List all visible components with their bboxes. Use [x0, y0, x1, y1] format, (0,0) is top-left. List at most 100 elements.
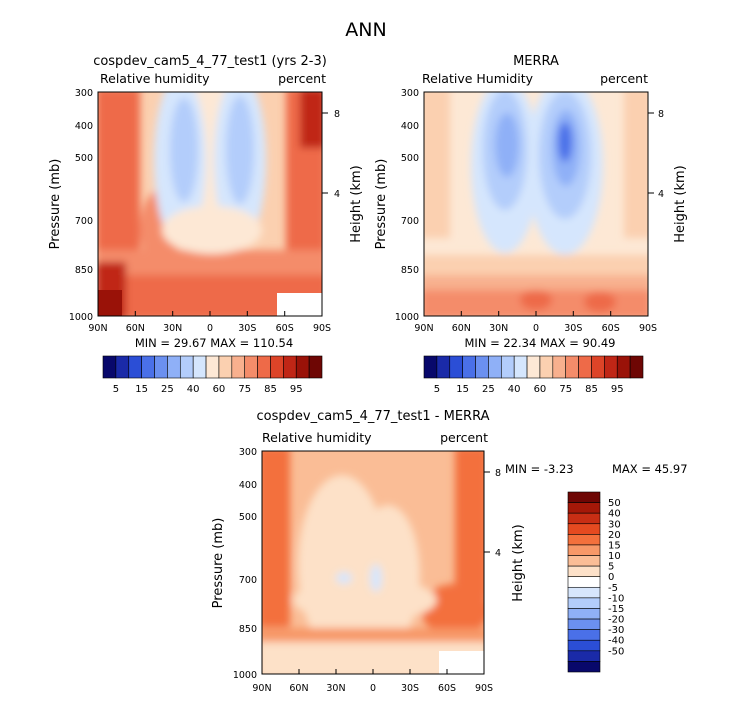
colorbar-swatch	[567, 661, 601, 673]
y-tick-label: 1000	[395, 312, 419, 323]
y-tick-label: 700	[75, 216, 93, 227]
colorbar-swatch	[567, 576, 601, 588]
colorbar-label: 40	[508, 384, 521, 395]
colorbar-swatch	[567, 597, 601, 609]
x-tick-label: 30N	[326, 683, 345, 694]
colorbar-swatch	[526, 355, 541, 379]
colorbar-swatch	[283, 355, 297, 379]
colorbar: 5 15 25 40 60 75 85 95	[423, 355, 644, 395]
y-tick-label: 500	[401, 153, 419, 164]
contour-field	[424, 92, 648, 316]
y-tick-label: 850	[401, 265, 419, 276]
x-tick-label: 90N	[414, 323, 433, 334]
colorbar-swatch	[115, 355, 130, 379]
colorbar-swatch	[423, 355, 438, 379]
colorbar-label: 40	[187, 384, 200, 395]
units-label: percent	[600, 71, 648, 86]
x-tick-label: 60N	[289, 683, 308, 694]
colorbar-label: 15	[135, 384, 148, 395]
colorbar-swatch	[128, 355, 142, 379]
y-tick-label: 500	[75, 153, 93, 164]
colorbar-swatch	[591, 355, 605, 379]
colorbar-label: 40	[608, 509, 621, 520]
colorbar-label: -50	[608, 646, 624, 657]
colorbar-swatch	[449, 355, 463, 379]
x-tick-label: 90N	[252, 683, 271, 694]
colorbar-swatch	[102, 355, 117, 379]
colorbar-label: -15	[608, 604, 624, 615]
colorbar-label: 30	[608, 519, 621, 530]
colorbar-swatch	[567, 534, 601, 546]
x-tick-label: 30S	[238, 323, 256, 334]
colorbar-swatch	[567, 639, 601, 652]
x-axis: 90N 60N 30N 0 30S 60S 90S	[252, 669, 493, 694]
variable-label: Relative Humidity	[422, 71, 534, 86]
y-tick-label: 300	[75, 88, 93, 99]
height-axis: 8 4 Height (km)	[648, 109, 688, 243]
units-label: percent	[440, 430, 488, 445]
colorbar-swatch	[604, 355, 618, 379]
panel-title: cospdev_cam5_4_77_test1 - MERRA	[257, 409, 490, 424]
y-tick-label: 700	[401, 216, 419, 227]
y-tick-label: 1000	[233, 670, 257, 681]
colorbar-swatch	[567, 544, 601, 556]
stats-label: MIN = 22.34 MAX = 90.49	[465, 336, 616, 350]
x-tick-label: 30N	[489, 323, 508, 334]
y-tick-label: 300	[401, 88, 419, 99]
colorbar-swatch	[567, 565, 601, 578]
colorbar-swatch	[552, 355, 567, 379]
colorbar-swatch	[629, 355, 644, 379]
colorbar-label: 5	[608, 562, 614, 573]
y-tick-label: 850	[75, 265, 93, 276]
contour-field	[98, 92, 322, 316]
contour-field	[262, 451, 484, 674]
y-tick-label: 1000	[69, 312, 93, 323]
y-tick-label: 300	[239, 447, 257, 458]
x-tick-label: 30N	[163, 323, 182, 334]
colorbar-label: 75	[238, 384, 251, 395]
y-axis-title: Pressure (mb)	[48, 159, 63, 250]
x-tick-label: 0	[370, 683, 376, 694]
x-tick-label: 60N	[452, 323, 471, 334]
colorbar-label: 50	[608, 498, 621, 509]
colorbar-swatch	[167, 355, 181, 379]
colorbar-label: 60	[534, 384, 547, 395]
y-tick-label: 400	[75, 121, 93, 132]
x-tick-label: 90N	[88, 323, 107, 334]
y-axis-title: Pressure (mb)	[211, 518, 226, 609]
colorbar-label: -20	[608, 615, 624, 626]
colorbar-swatch	[567, 608, 601, 620]
height-tick-label: 8	[495, 468, 501, 479]
panel-merra: MERRA Relative Humidity percent	[374, 54, 688, 395]
height-axis: 8 4 Height (km)	[322, 109, 364, 243]
y-axis: 300 400 500 700 850 1000 Pressure (mb)	[48, 88, 93, 323]
colorbar-swatch	[141, 355, 155, 379]
height-axis-title: Height (km)	[673, 165, 688, 242]
colorbar-label: 25	[161, 384, 174, 395]
x-axis: 90N 60N 30N 0 30S 60S 90S	[88, 311, 331, 334]
colorbar-swatch	[205, 355, 220, 379]
y-tick-label: 500	[239, 512, 257, 523]
colorbar-label: -40	[608, 636, 624, 647]
colorbar-swatch	[578, 355, 592, 379]
y-axis: 300 400 500 700 850 1000 Pressure (mb)	[211, 447, 257, 681]
colorbar-label: 85	[264, 384, 277, 395]
y-tick-label: 400	[401, 121, 419, 132]
panel-title: cospdev_cam5_4_77_test1 (yrs 2-3)	[93, 54, 327, 69]
colorbar-swatch	[539, 355, 554, 379]
colorbar-swatch	[500, 355, 515, 379]
x-tick-label: 90S	[313, 323, 331, 334]
stats-max-label: MAX = 45.97	[612, 462, 688, 476]
variable-label: Relative humidity	[100, 71, 210, 86]
colorbar-swatch	[295, 355, 310, 379]
colorbar-swatch	[475, 355, 489, 379]
panel-model: cospdev_cam5_4_77_test1 (yrs 2-3) Relati…	[48, 54, 364, 395]
colorbar-swatch	[567, 586, 601, 599]
height-tick-label: 8	[658, 109, 664, 120]
colorbar-swatch	[231, 355, 246, 379]
colorbar-label: 0	[608, 572, 614, 583]
stats-label: MIN = 29.67 MAX = 110.54	[135, 336, 293, 350]
colorbar-label: 60	[213, 384, 226, 395]
x-axis: 90N 60N 30N 0 30S 60S 90S	[414, 311, 657, 334]
